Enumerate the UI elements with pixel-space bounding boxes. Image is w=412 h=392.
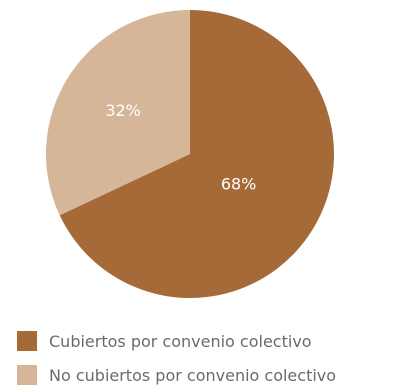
pie-label-not-covered: 32% — [105, 101, 141, 120]
pie-slice-not-covered — [45, 10, 190, 216]
legend-label-covered: Cubiertos por convenio colectivo — [49, 331, 312, 351]
legend-swatch-covered — [17, 331, 37, 351]
legend: Cubiertos por convenio colectivo No cubi… — [17, 324, 336, 392]
pie-slice-covered — [59, 10, 335, 298]
legend-item-not-covered: No cubiertos por convenio colectivo — [17, 358, 336, 392]
legend-swatch-not-covered — [17, 365, 37, 385]
pie-label-covered: 68% — [221, 174, 257, 193]
pie-chart: 68% 32% — [45, 10, 335, 298]
legend-label-not-covered: No cubiertos por convenio colectivo — [49, 365, 337, 385]
legend-item-covered: Cubiertos por convenio colectivo — [17, 324, 336, 358]
